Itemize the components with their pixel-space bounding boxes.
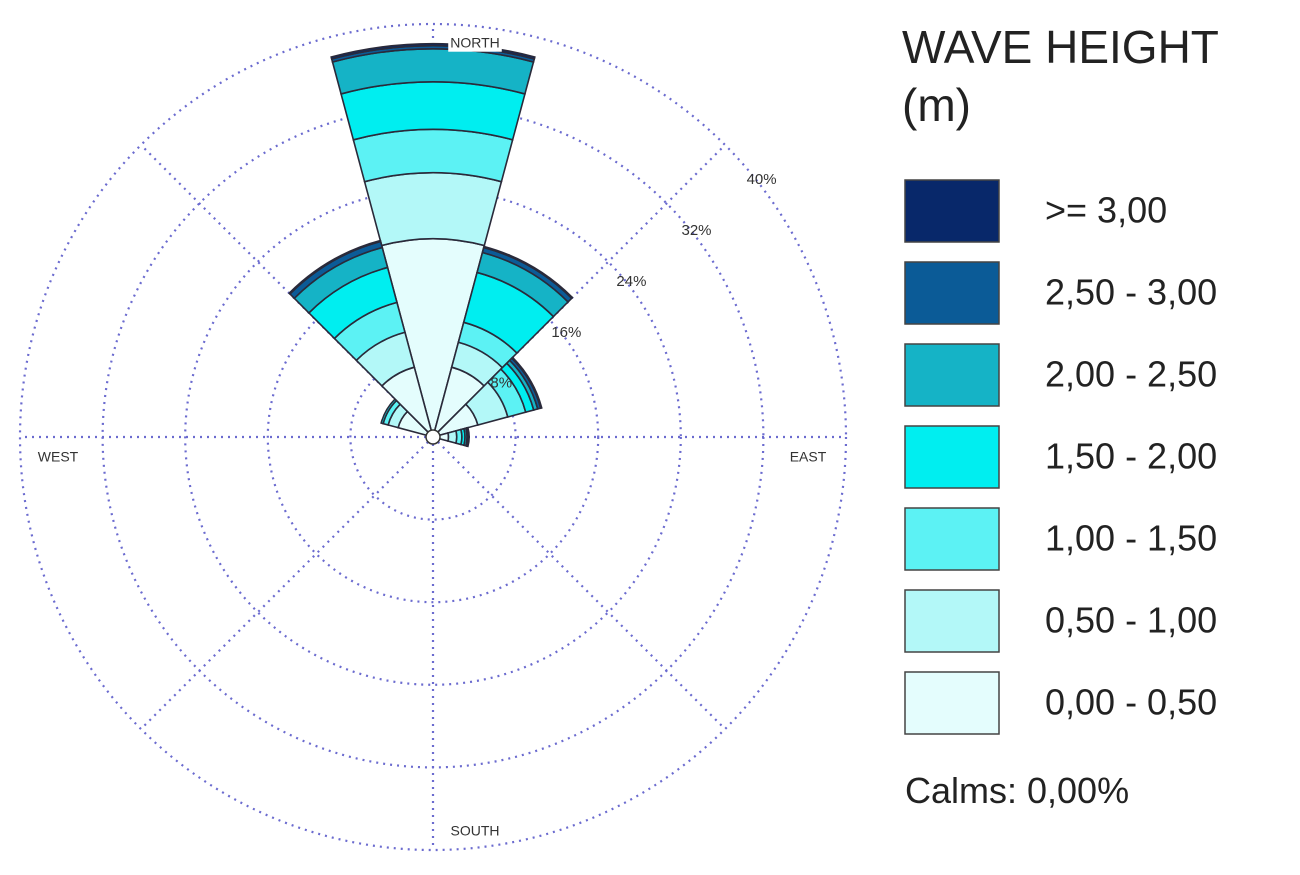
legend-label: >= 3,00 [1045,190,1167,231]
calms-circle [425,429,441,445]
label-bg [35,447,81,466]
ring-label: 40% [747,171,777,188]
grid-ring [349,353,517,521]
direction-label: SOUTH [451,823,500,839]
grid-ring [18,22,848,852]
rose-segment [465,426,470,448]
legend-swatch [904,261,1000,325]
rose-segment [482,245,574,300]
spoke [140,436,434,730]
legend-label: 2,00 - 2,50 [1045,354,1217,395]
ring-label: 24% [616,273,646,290]
ring-label: 32% [681,222,711,239]
rose-segment [446,429,458,445]
direction-label: NORTH [450,35,500,51]
legend-swatch [904,507,1000,571]
rose-segment [288,239,382,296]
rose-segment [363,171,503,247]
direction-label: WEST [38,449,79,465]
legend-title: WAVE HEIGHT (m) [902,21,1219,131]
legend-swatch [904,589,1000,653]
legend-label: 0,50 - 1,00 [1045,600,1217,641]
legend-swatch [904,425,1000,489]
ring-label: 8% [490,375,512,392]
legend-label: 2,50 - 3,00 [1045,272,1217,313]
ring-label: 16% [551,324,581,341]
grid-ring [101,105,765,769]
label-bg [787,447,829,466]
spoke [432,436,726,730]
spoke [140,144,434,438]
legend-label: 0,00 - 0,50 [1045,682,1217,723]
legend-label: 1,00 - 1,50 [1045,518,1217,559]
rose-segment [510,356,543,410]
legend-swatch [904,671,1000,735]
label-bg [448,33,502,52]
direction-label: EAST [790,449,827,465]
legend-swatch [904,179,1000,243]
legend-swatch [904,343,1000,407]
spoke [432,144,726,438]
legend-label: 1,50 - 2,00 [1045,436,1217,477]
calms-label: Calms: 0,00% [905,770,1130,811]
label-bg [448,821,502,840]
grid-ring [184,188,682,686]
